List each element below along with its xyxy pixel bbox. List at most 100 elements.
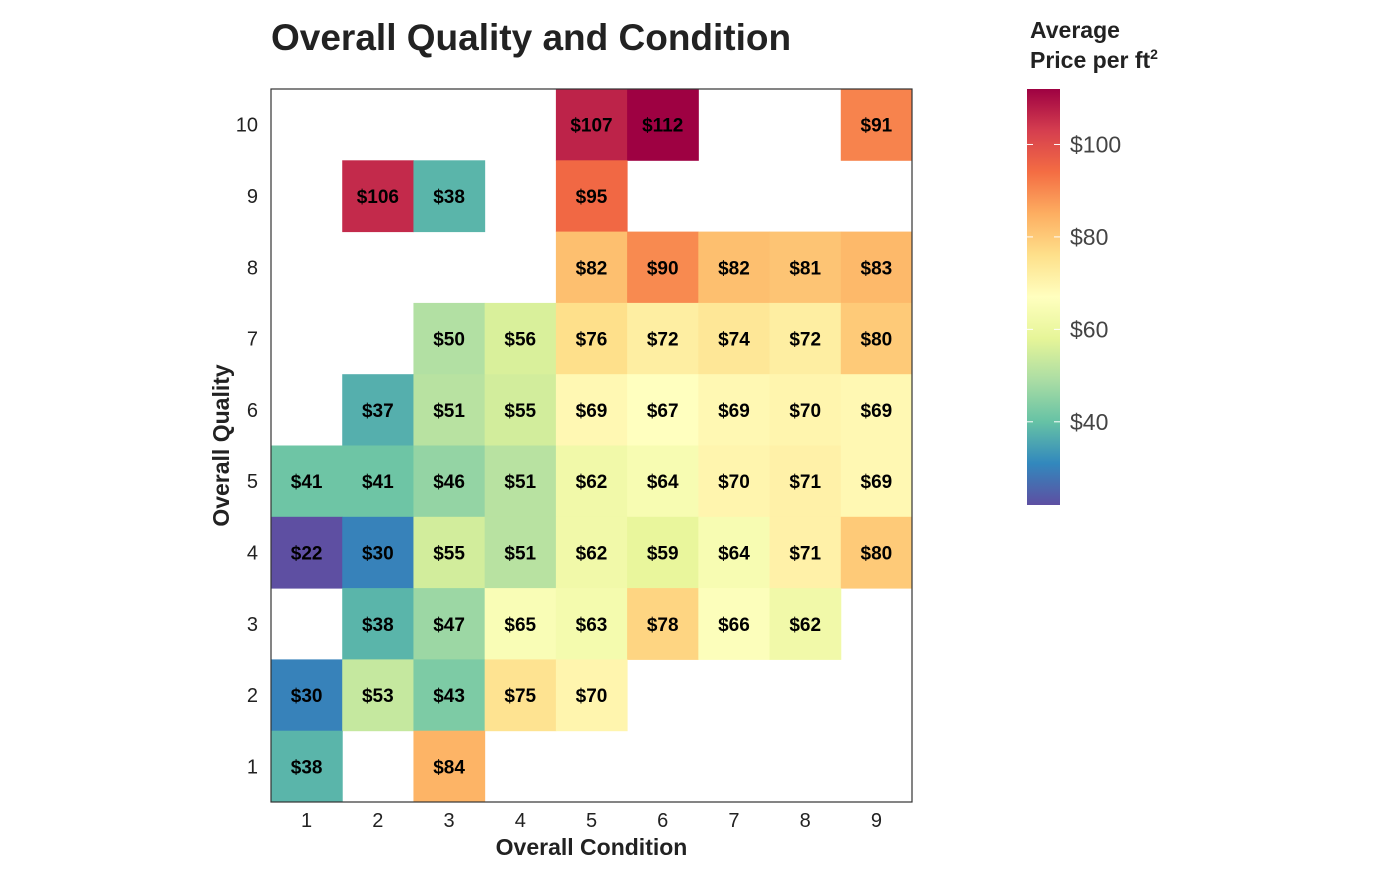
heatmap-cell-label: $65 — [504, 615, 536, 636]
heatmap-cell-label: $81 — [789, 258, 821, 279]
heatmap-cell-label: $82 — [576, 258, 608, 279]
color-legend: Average Price per ft2 $40 $60 $80 $100 — [1027, 17, 1158, 505]
heatmap-cell — [342, 374, 414, 446]
heatmap-cell-label: $62 — [576, 472, 608, 493]
heatmap-cell-label: $69 — [718, 401, 750, 422]
heatmap-cell-label: $50 — [433, 330, 465, 351]
heatmap-cell — [484, 374, 557, 446]
legend-color-bar — [1027, 89, 1060, 505]
heatmap-cell — [627, 89, 699, 161]
heatmap-cell-label: $75 — [504, 686, 536, 707]
heatmap-cell — [342, 516, 414, 589]
heatmap-cell — [413, 374, 486, 446]
y-tick-label: 4 — [247, 542, 258, 564]
heatmap-cell — [555, 231, 628, 304]
heatmap-cell-label: $70 — [576, 686, 608, 707]
legend-title-line2: Price per ft2 — [1030, 46, 1158, 73]
heatmap-cell-label: $53 — [362, 686, 394, 707]
heatmap-cell-label: $72 — [789, 330, 821, 351]
heatmap-cell-label: $76 — [576, 330, 608, 351]
heatmap-cell — [555, 89, 628, 161]
legend-title-superscript: 2 — [1150, 46, 1158, 62]
x-axis-ticks: 1 2 3 4 5 6 7 8 9 — [301, 810, 882, 832]
heatmap-cell-label: $64 — [647, 472, 679, 493]
heatmap-cell-label: $112 — [642, 116, 683, 137]
heatmap-cell — [769, 231, 842, 304]
heatmap-cell — [555, 374, 628, 446]
heatmap-cell — [271, 730, 343, 803]
y-tick-label: 8 — [247, 257, 258, 279]
heatmap-cell-label: $72 — [647, 330, 679, 351]
heatmap-cell — [769, 588, 842, 660]
heatmap-cell-label: $41 — [291, 472, 323, 493]
heatmap-cell-label: $59 — [647, 543, 679, 564]
heatmap-cell-label: $55 — [433, 543, 465, 564]
heatmap-cell — [840, 445, 913, 518]
legend-tick-label: $80 — [1070, 224, 1108, 250]
heatmap-cell-label: $51 — [433, 401, 465, 422]
heatmap-cell — [271, 659, 343, 732]
heatmap-cell-label: $51 — [504, 543, 536, 564]
heatmap-cell — [698, 516, 771, 589]
heatmap-cell — [413, 659, 486, 732]
heatmap-cell — [698, 588, 771, 660]
heatmap-cell — [555, 588, 628, 660]
legend-tick-label: $60 — [1070, 316, 1108, 342]
legend-title-text: Price per ft — [1030, 47, 1150, 73]
x-tick-label: 2 — [372, 810, 383, 832]
heatmap-cell — [840, 231, 913, 304]
heatmap-cell-label: $55 — [504, 401, 536, 422]
legend-tick-label: $100 — [1070, 131, 1121, 157]
heatmap-cell-label: $22 — [291, 543, 323, 564]
heatmap-cell-label: $70 — [789, 401, 821, 422]
heatmap-cell — [555, 445, 628, 518]
heatmap-cell — [698, 231, 771, 304]
heatmap-cell-label: $62 — [576, 543, 608, 564]
heatmap-cell — [698, 374, 771, 446]
heatmap-cell-labels: $107 $112 $91 $106 $38 $95 $82 $90 $82 $81 $83 $50 $… — [291, 116, 893, 779]
y-tick-label: 9 — [247, 186, 258, 208]
heatmap-cell-label: $38 — [362, 615, 394, 636]
heatmap-cell-label: $62 — [789, 615, 821, 636]
y-tick-label: 7 — [247, 329, 258, 351]
heatmap-cell-label: $70 — [718, 472, 750, 493]
heatmap-cell — [769, 516, 842, 589]
y-tick-label: 10 — [236, 115, 258, 137]
heatmap-cell-label: $69 — [576, 401, 608, 422]
heatmap-cell — [413, 160, 486, 233]
heatmap-cell-label: $38 — [291, 757, 323, 778]
heatmap-cell — [484, 302, 557, 375]
legend-title-line1: Average — [1030, 17, 1120, 43]
heatmap-cell — [271, 516, 343, 589]
heatmap-cell-label: $63 — [576, 615, 608, 636]
heatmap-cell — [342, 588, 414, 660]
heatmap-cell — [698, 302, 771, 375]
x-tick-label: 8 — [800, 810, 811, 832]
heatmap-cell-label: $80 — [861, 543, 893, 564]
heatmap-cell-label: $46 — [433, 472, 465, 493]
x-tick-label: 1 — [301, 810, 312, 832]
heatmap-cell — [555, 516, 628, 589]
plot-border — [270, 88, 913, 803]
x-tick-label: 5 — [586, 810, 597, 832]
heatmap-cell-label: $78 — [647, 615, 679, 636]
heatmap-cell-label: $82 — [718, 258, 750, 279]
heatmap-cell — [769, 374, 842, 446]
heatmap-cell-label: $91 — [861, 116, 893, 137]
heatmap-cell — [413, 588, 486, 660]
heatmap-cell — [627, 445, 699, 518]
y-tick-label: 5 — [247, 471, 258, 493]
y-axis-title: Overall Quality — [208, 364, 234, 527]
heatmap-cell — [627, 231, 699, 304]
heatmap-cell-label: $69 — [861, 401, 893, 422]
heatmap-cell-label: $56 — [504, 330, 536, 351]
heatmap-cell-label: $71 — [789, 543, 821, 564]
heatmap-cell — [342, 445, 414, 518]
heatmap-cell-label: $30 — [291, 686, 323, 707]
x-tick-label: 4 — [515, 810, 526, 832]
y-tick-label: 3 — [247, 614, 258, 636]
heatmap-cell-label: $47 — [433, 615, 465, 636]
heatmap-cell — [555, 659, 628, 732]
heatmap-cell — [484, 445, 557, 518]
